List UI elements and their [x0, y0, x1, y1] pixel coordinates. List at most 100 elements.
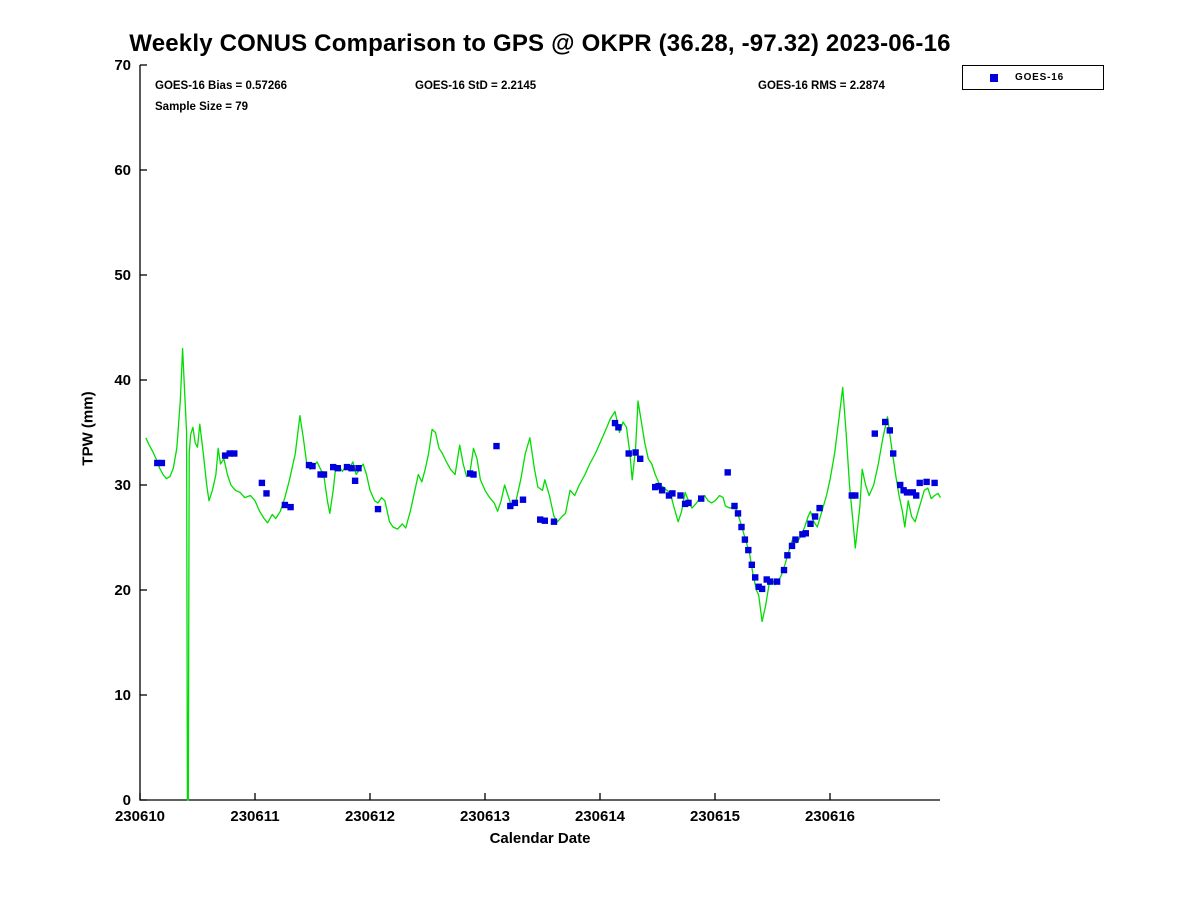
goes16-marker	[848, 492, 855, 499]
goes16-marker	[507, 502, 514, 510]
legend: GOES-16	[962, 65, 1104, 90]
goes16-marker	[752, 574, 759, 581]
goes16-marker	[470, 471, 477, 478]
goes16-marker	[748, 561, 755, 568]
goes16-marker	[665, 492, 673, 499]
goes16-marker	[351, 477, 359, 484]
goes16-marker	[890, 450, 897, 457]
goes16-marker	[305, 461, 313, 469]
goes16-marker	[348, 465, 355, 472]
goes16-marker	[741, 536, 749, 543]
goes16-marker	[852, 492, 859, 499]
goes16-marker	[909, 489, 916, 496]
goes16-marker	[334, 465, 341, 472]
y-tick-label: 10	[114, 687, 131, 704]
goes16-marker	[652, 483, 659, 491]
goes16-marker	[281, 501, 289, 509]
goes16-marker	[799, 531, 806, 538]
goes16-marker	[758, 585, 766, 593]
goes16-marker	[231, 450, 238, 457]
y-tick-label: 30	[114, 477, 131, 494]
goes16-marker	[731, 502, 738, 510]
y-tick-label: 60	[114, 162, 131, 179]
x-tick-label: 230612	[345, 808, 395, 825]
goes16-marker	[685, 499, 692, 507]
goes16-marker	[320, 471, 328, 478]
goes16-marker	[681, 500, 689, 508]
x-tick-label: 230616	[805, 808, 855, 825]
goes16-marker	[625, 450, 632, 457]
y-tick-label: 50	[114, 267, 131, 284]
goes16-marker	[767, 578, 774, 585]
goes16-marker	[615, 424, 622, 431]
goes16-marker	[343, 463, 351, 471]
goes16-marker	[154, 459, 161, 467]
goes16-marker	[330, 463, 337, 471]
goes16-marker	[355, 465, 362, 472]
goes16-marker	[317, 471, 324, 478]
y-tick-label: 0	[123, 792, 131, 809]
goes16-marker	[519, 496, 527, 503]
goes16-marker	[780, 566, 788, 574]
goes16-marker	[724, 469, 731, 476]
y-tick-label: 70	[114, 57, 131, 74]
goes16-marker	[788, 542, 796, 550]
goes16-marker	[258, 479, 266, 487]
goes16-marker	[632, 449, 639, 456]
goes16-marker	[541, 517, 548, 524]
goes16-marker	[816, 504, 823, 512]
goes16-marker	[923, 478, 930, 486]
goes16-marker	[374, 505, 382, 513]
stat-std: GOES-16 StD = 2.2145	[415, 80, 537, 92]
goes16-marker	[466, 470, 474, 477]
x-tick-label: 230614	[575, 808, 626, 825]
goes16-marker	[677, 492, 684, 499]
goes16-marker	[493, 442, 500, 450]
goes16-marker	[738, 523, 745, 531]
goes16-marker	[897, 481, 904, 489]
x-tick-label: 230615	[690, 808, 740, 825]
goes16-marker	[773, 578, 781, 585]
goes16-marker	[882, 418, 889, 426]
stat-rms: GOES-16 RMS = 2.2874	[758, 80, 885, 92]
goes16-marker	[913, 492, 920, 499]
stat-bias: GOES-16 Bias = 0.57266	[155, 80, 288, 92]
goes16-marker	[698, 495, 705, 502]
goes16-marker	[916, 479, 923, 487]
goes16-marker	[511, 499, 519, 507]
legend-marker-goes16	[990, 73, 998, 82]
y-tick-label: 40	[114, 372, 131, 389]
goes16-marker	[763, 576, 770, 583]
x-axis-label: Calendar Date	[489, 830, 591, 847]
stat-sample-size: Sample Size = 79	[155, 101, 249, 113]
goes16-marker	[802, 530, 809, 537]
goes16-marker	[221, 452, 229, 459]
x-tick-label: 230610	[115, 808, 165, 825]
goes16-marker	[550, 518, 558, 525]
x-tick-label: 230611	[230, 808, 279, 825]
chart-title: Weekly CONUS Comparison to GPS @ OKPR (3…	[129, 30, 951, 57]
goes16-marker	[811, 513, 819, 520]
x-tick-label: 230613	[460, 808, 510, 825]
goes16-marker	[287, 503, 294, 511]
goes16-marker	[792, 536, 799, 543]
goes16-marker	[226, 450, 233, 457]
goes16-marker	[263, 490, 270, 497]
gps-line	[145, 347, 941, 801]
goes16-marker	[734, 510, 742, 517]
goes16-marker	[871, 430, 878, 437]
goes16-marker	[755, 583, 762, 590]
goes16-marker	[158, 459, 166, 467]
goes16-marker	[886, 427, 893, 434]
goes16-marker	[611, 419, 619, 427]
goes16-marker	[900, 487, 907, 494]
goes16-marker	[931, 479, 938, 487]
goes16-marker	[807, 520, 814, 527]
goes16-marker	[669, 490, 676, 497]
goes16-marker	[658, 487, 666, 494]
goes16-marker	[309, 462, 316, 470]
y-tick-label: 20	[114, 582, 131, 599]
axis-spines	[139, 65, 940, 801]
goes16-marker	[537, 516, 544, 523]
